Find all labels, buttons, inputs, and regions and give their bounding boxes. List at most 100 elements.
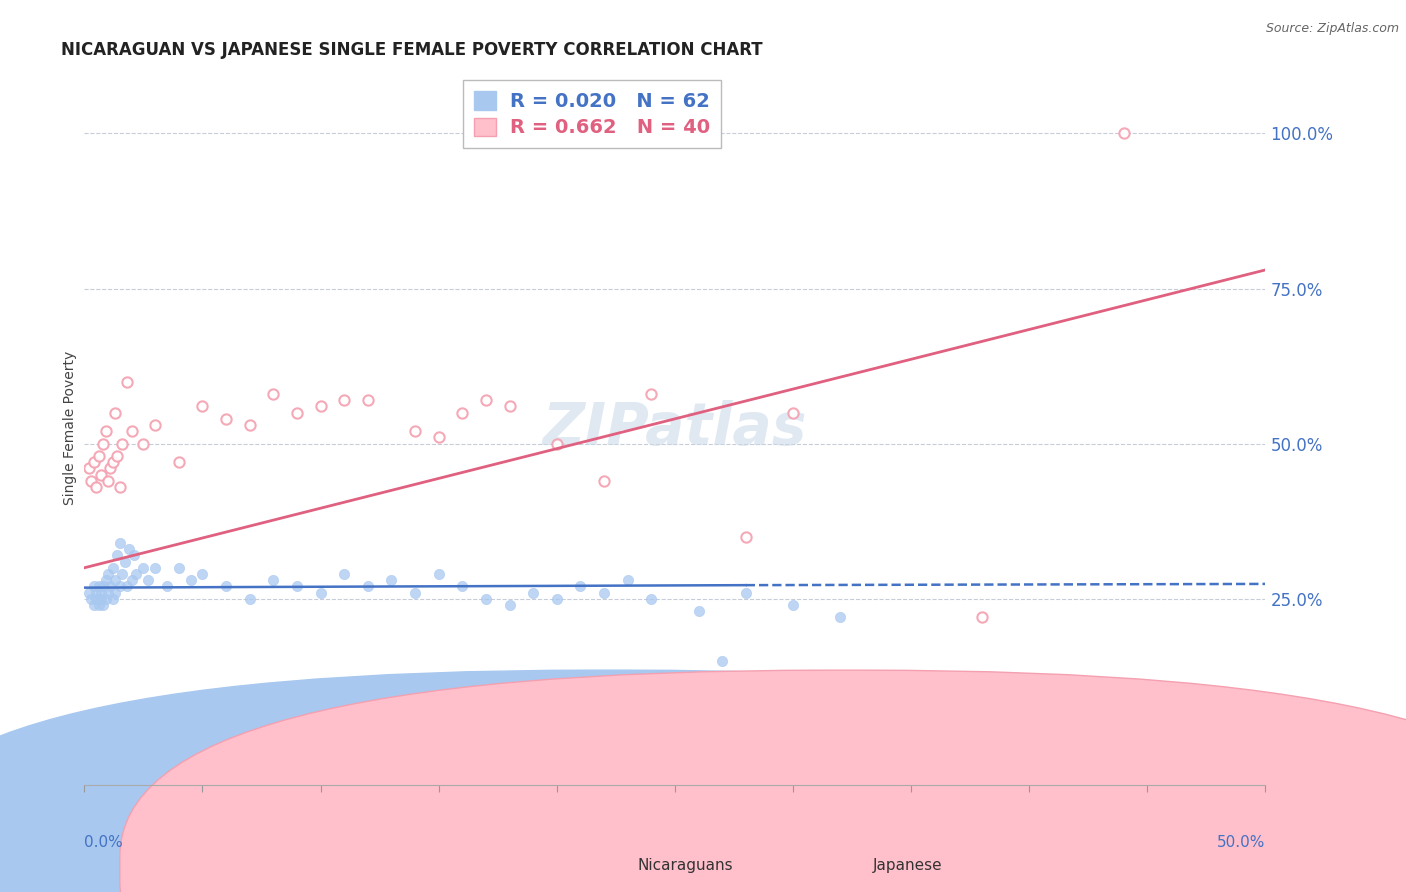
Point [427, 430, 450, 444]
Point [104, 573, 127, 587]
Point [108, 480, 131, 494]
Point [83, 455, 105, 469]
Point [107, 449, 129, 463]
Point [333, 393, 356, 408]
Text: 0.0%: 0.0% [84, 835, 124, 849]
Point [309, 585, 332, 599]
Point [616, 573, 638, 587]
Point [640, 591, 662, 606]
Point [262, 573, 284, 587]
Point [475, 591, 498, 606]
Point [498, 400, 520, 414]
Point [98, 461, 121, 475]
Point [132, 436, 155, 450]
Point [782, 406, 804, 420]
Point [83, 579, 105, 593]
Point [191, 400, 214, 414]
Point [91, 579, 114, 593]
Point [94, 591, 117, 606]
Point [640, 387, 662, 401]
Text: ZIPatlas: ZIPatlas [543, 400, 807, 457]
Point [77, 585, 100, 599]
Point [404, 424, 426, 438]
Point [87, 579, 110, 593]
Text: Nicaraguans: Nicaraguans [637, 858, 733, 873]
Point [404, 585, 426, 599]
Point [84, 585, 107, 599]
Point [167, 561, 190, 575]
Point [380, 573, 402, 587]
Text: Source: ZipAtlas.com: Source: ZipAtlas.com [1265, 22, 1399, 36]
Point [215, 412, 238, 426]
Point [87, 449, 110, 463]
Point [101, 591, 124, 606]
Point [111, 566, 134, 581]
Point [94, 424, 117, 438]
Point [136, 573, 159, 587]
Point [569, 579, 592, 593]
Point [118, 542, 141, 557]
Point [97, 585, 120, 599]
Point [143, 561, 166, 575]
Point [101, 561, 124, 575]
Legend: R = 0.020   N = 62, R = 0.662   N = 40: R = 0.020 N = 62, R = 0.662 N = 40 [463, 80, 721, 148]
Point [1112, 127, 1135, 141]
Point [97, 474, 120, 488]
Point [191, 566, 214, 581]
Point [522, 585, 544, 599]
Point [357, 393, 380, 408]
Point [593, 474, 616, 488]
Point [546, 591, 568, 606]
Point [239, 418, 262, 433]
Point [688, 604, 710, 618]
Point [333, 566, 356, 581]
Point [91, 436, 114, 450]
Point [285, 406, 308, 420]
Point [108, 579, 131, 593]
Point [94, 573, 117, 587]
Point [90, 467, 112, 482]
Point [546, 436, 568, 450]
FancyBboxPatch shape [0, 670, 1336, 892]
Point [84, 591, 107, 606]
Point [121, 573, 143, 587]
Point [77, 461, 100, 475]
Y-axis label: Single Female Poverty: Single Female Poverty [63, 351, 77, 505]
Point [83, 598, 105, 612]
Point [132, 561, 155, 575]
Point [125, 566, 148, 581]
Point [143, 418, 166, 433]
Point [80, 591, 103, 606]
Point [97, 566, 120, 581]
Point [98, 579, 121, 593]
Point [91, 598, 114, 612]
Point [357, 579, 380, 593]
Point [122, 549, 145, 563]
Point [108, 536, 131, 550]
Point [239, 591, 262, 606]
Point [427, 566, 450, 581]
Point [451, 579, 474, 593]
Point [167, 455, 190, 469]
Point [101, 455, 124, 469]
Point [475, 393, 498, 408]
Point [262, 387, 284, 401]
Point [104, 406, 127, 420]
Point [87, 598, 110, 612]
Point [90, 591, 112, 606]
Point [970, 610, 993, 624]
FancyBboxPatch shape [120, 670, 1406, 892]
Point [734, 585, 756, 599]
Point [180, 573, 202, 587]
Point [104, 585, 127, 599]
Point [734, 530, 756, 544]
Point [711, 654, 734, 668]
Point [121, 424, 143, 438]
Point [498, 598, 520, 612]
Point [114, 555, 136, 569]
Point [156, 579, 179, 593]
Point [309, 400, 332, 414]
Point [90, 585, 112, 599]
Point [80, 474, 103, 488]
Point [111, 436, 134, 450]
